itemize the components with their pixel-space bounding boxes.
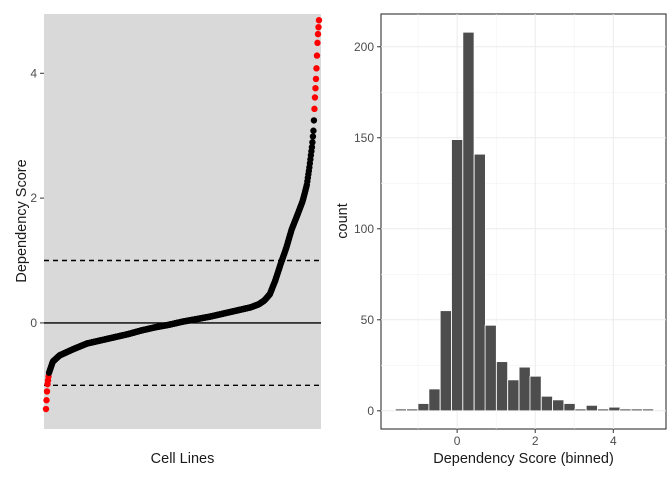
histogram-bar	[394, 408, 407, 412]
data-point	[42, 405, 50, 413]
data-point	[313, 65, 320, 72]
left-x-axis-title: Cell Lines	[151, 451, 215, 467]
histogram-bar	[608, 406, 621, 412]
histogram-bar	[507, 379, 520, 412]
right-y-axis-title: count	[335, 203, 351, 238]
y-tick-label: 4	[30, 66, 37, 80]
x-tick-label: 4	[610, 434, 617, 448]
right-panel: 0 50 100 150 200 0 2 4 Dependency Score (binne…	[335, 13, 667, 467]
y-tick-label: 0	[367, 404, 374, 418]
data-point	[43, 397, 50, 404]
data-point	[313, 52, 321, 59]
data-point	[308, 143, 316, 151]
right-x-axis-title: Dependency Score (binned)	[433, 451, 614, 467]
data-point	[315, 23, 322, 31]
histogram-bar	[642, 408, 655, 412]
histogram-bar	[417, 403, 430, 412]
histogram-bar	[619, 408, 632, 412]
histogram-bar	[529, 375, 542, 412]
data-point	[312, 75, 320, 83]
histogram-bar	[585, 404, 598, 412]
histogram-bar	[473, 153, 486, 412]
y-tick-label: 2	[30, 191, 37, 205]
data-point	[310, 117, 318, 124]
histogram-bar	[574, 408, 587, 412]
right-x-ticks: 0 2 4	[454, 429, 617, 448]
histogram-bar	[462, 31, 475, 412]
y-tick-label: 200	[354, 40, 374, 54]
histogram-bar	[406, 408, 419, 412]
histogram-bar	[518, 366, 531, 412]
histogram-bar	[552, 399, 565, 412]
data-point	[309, 133, 317, 140]
left-points	[42, 17, 323, 413]
data-point	[311, 94, 319, 101]
y-tick-label: 50	[361, 313, 375, 327]
left-plot-background	[44, 14, 321, 429]
histogram-bar	[630, 408, 643, 412]
data-point	[43, 388, 51, 395]
left-y-axis-title: Dependency Score	[14, 159, 30, 282]
histogram-bar	[496, 361, 509, 412]
x-tick-label: 0	[454, 434, 461, 448]
x-tick-label: 2	[532, 434, 539, 448]
y-tick-label: 100	[354, 222, 374, 236]
data-point	[312, 84, 319, 92]
y-tick-label: 0	[30, 316, 37, 330]
right-y-ticks: 0 50 100 150 200	[354, 40, 381, 418]
y-tick-label: 150	[354, 131, 374, 145]
data-point	[314, 39, 321, 47]
histogram-bar	[428, 388, 441, 412]
data-point	[310, 127, 317, 134]
right-bars	[394, 31, 655, 412]
histogram-bar	[563, 403, 576, 412]
data-point	[311, 105, 318, 113]
left-y-ticks: 0 2 4	[30, 66, 44, 330]
right-plot-background	[380, 13, 667, 430]
histogram-bar	[439, 310, 452, 412]
left-panel: 0 2 4 Cell Lines Dependency Score	[14, 14, 323, 467]
data-point	[309, 139, 316, 146]
histogram-bar	[597, 408, 610, 412]
data-point	[314, 30, 322, 38]
histogram-bar	[451, 139, 464, 412]
data-point	[315, 17, 323, 24]
histogram-bar	[540, 395, 553, 412]
histogram-bar	[484, 324, 497, 412]
